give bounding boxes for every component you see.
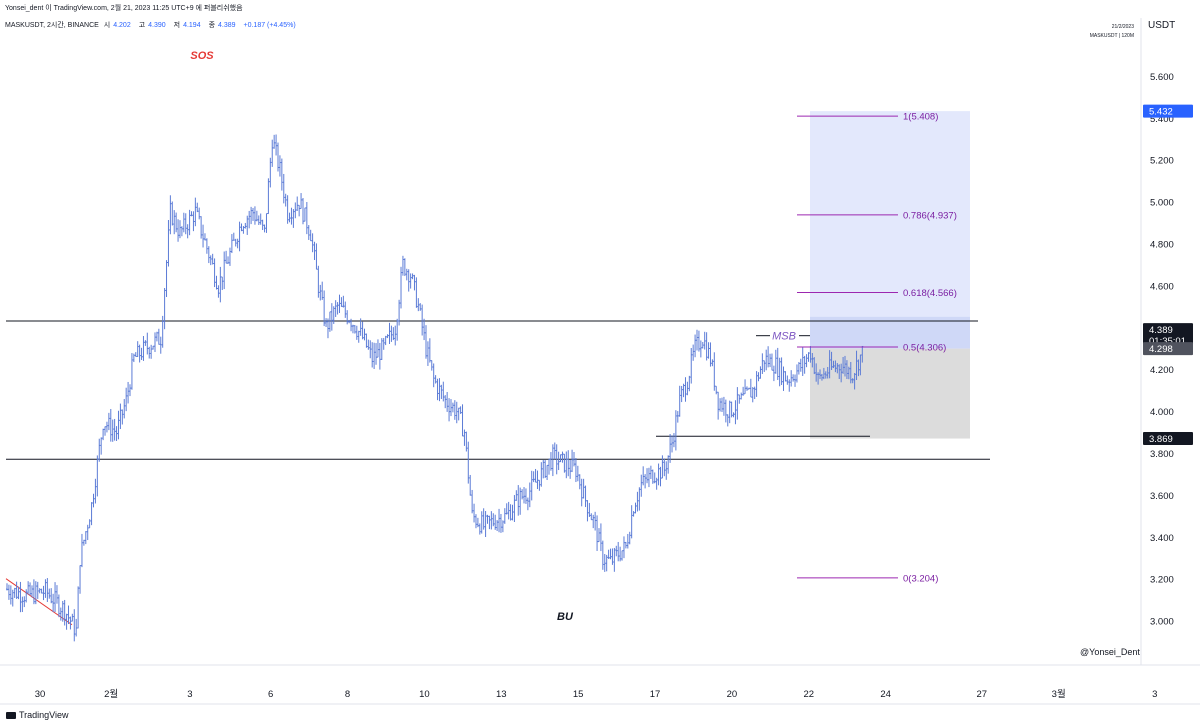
low-value: 4.194: [183, 22, 201, 29]
y-tick-label: 3.800: [1150, 449, 1174, 460]
x-tick-label: 13: [496, 689, 507, 700]
x-tick-label: 6: [268, 689, 273, 700]
y-tick-label: 3.200: [1150, 575, 1174, 586]
y-tick-label: 3.400: [1150, 533, 1174, 544]
y-tick-label: 4.000: [1150, 407, 1174, 418]
y-tick-label: 3.600: [1150, 491, 1174, 502]
y-tick-label: 5.400: [1150, 114, 1174, 125]
y-tick-label: 5.600: [1150, 72, 1174, 83]
open-value: 4.202: [113, 22, 131, 29]
down-trendline: [5, 578, 73, 626]
x-tick-label: 2월: [104, 688, 118, 700]
x-tick-label: 3: [187, 689, 192, 700]
open-label: 시: [103, 22, 111, 29]
x-tick-label: 22: [804, 689, 815, 700]
high-label: 고: [138, 22, 146, 29]
fib-label: 1(5.408): [903, 112, 938, 123]
price-tag-label: 3.869: [1149, 434, 1173, 445]
low-label: 저: [173, 22, 181, 29]
entry-zone: [810, 316, 970, 349]
msb-label: MSB: [772, 331, 796, 343]
x-tick-label: 15: [573, 689, 584, 700]
fib-label: 0.618(4.566): [903, 288, 957, 299]
tradingview-logo-icon: [6, 712, 16, 719]
author-watermark: @Yonsei_Dent: [1080, 647, 1140, 657]
currency-label[interactable]: USDT: [1148, 20, 1176, 31]
y-tick-label: 4.600: [1150, 281, 1174, 292]
publish-info: Yonsei_dent 이 TradingView.com, 2월 21, 20…: [5, 5, 243, 12]
price-tag-label: 4.389: [1149, 325, 1173, 336]
x-tick-label: 10: [419, 689, 430, 700]
y-tick-label: 4.800: [1150, 240, 1174, 251]
symbol-name[interactable]: MASKUSDT, 2시간, BINANCE: [5, 22, 99, 29]
x-tick-label: 30: [35, 689, 46, 700]
x-tick-label: 3: [1152, 689, 1157, 700]
change-value: +0.187 (+4.45%): [243, 22, 296, 29]
x-tick-label: 3월: [1052, 688, 1066, 700]
x-tick-label: 20: [727, 689, 738, 700]
y-tick-label: 3.000: [1150, 617, 1174, 628]
stamp-date: 21/2/2023: [1111, 24, 1134, 30]
x-tick-label: 17: [650, 689, 661, 700]
close-value: 4.389: [218, 22, 236, 29]
stamp-symbol: MASKUSDT | 120M: [1089, 33, 1134, 39]
price-tag-bg: [1143, 104, 1193, 118]
tradingview-logo-text: TradingView: [19, 710, 69, 720]
y-tick-label: 4.200: [1150, 365, 1174, 376]
price-tag-bg: [1143, 323, 1193, 348]
fib-retracement[interactable]: 1(5.408) 0.786(4.937) 0.618(4.566) 0.5(4.30…: [797, 112, 957, 585]
y-tick-label: 5.000: [1150, 198, 1174, 209]
symbol-ohlc-bar: MASKUSDT, 2시간, BINANCE 시 4.202 고 4.390 저 4.…: [5, 20, 299, 30]
high-value: 4.390: [148, 22, 166, 29]
y-tick-label: 5.200: [1150, 156, 1174, 167]
time-axis[interactable]: 30 2월 3 6 8 10 13 15 17 20 22 24 27 3월 3: [35, 688, 1158, 700]
price-tag-bg: [1143, 432, 1193, 446]
fib-label: 0.786(4.937): [903, 210, 957, 221]
price-tag-label: 4.298: [1149, 344, 1173, 355]
chart-date-stamp: 21/2/2023 MASKUSDT | 120M: [1090, 23, 1134, 41]
price-tag-countdown: 01:35:01: [1149, 336, 1186, 347]
candles: [6, 134, 864, 642]
stop-zone: [810, 348, 970, 439]
target-zone: [810, 111, 970, 349]
price-tag-bg: [1143, 342, 1193, 356]
x-tick-label: 24: [880, 689, 891, 700]
price-tag-label: 5.432: [1149, 107, 1173, 118]
sos-label: SOS: [190, 50, 214, 62]
x-tick-label: 27: [977, 689, 988, 700]
grid: [0, 18, 1200, 705]
fib-label: 0(3.204): [903, 573, 938, 584]
tradingview-logo[interactable]: TradingView: [6, 710, 69, 720]
close-label: 종: [208, 22, 216, 29]
long-position-zones[interactable]: [810, 111, 970, 439]
x-tick-label: 8: [345, 689, 350, 700]
annotations[interactable]: SOS MSB BU: [190, 50, 810, 623]
bu-label: BU: [557, 611, 574, 623]
fib-label: 0.5(4.306): [903, 342, 946, 353]
